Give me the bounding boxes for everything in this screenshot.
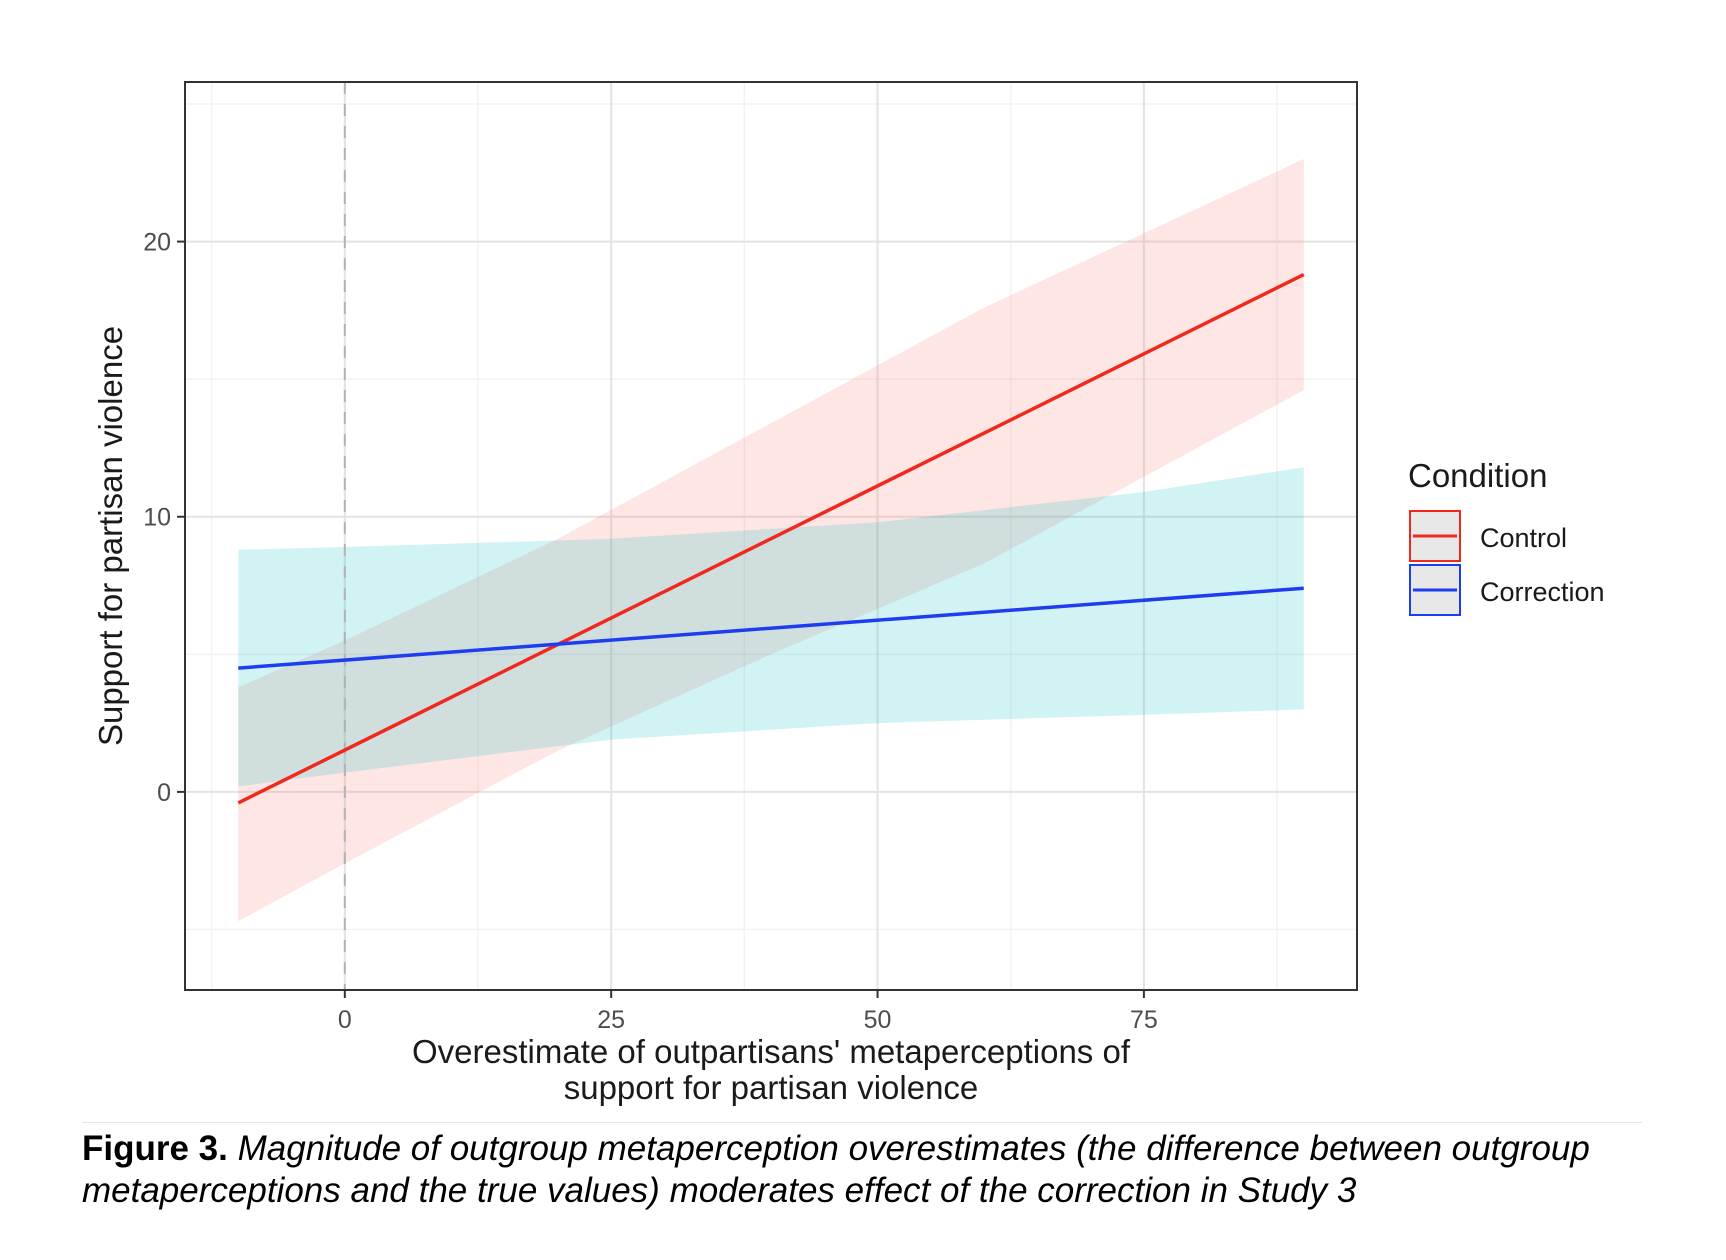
- y-axis-ticks: 0 10 20: [143, 229, 185, 807]
- grid-minor: [185, 82, 1357, 990]
- x-axis-label-line1: Overestimate of outpartisans' metapercep…: [412, 1033, 1131, 1070]
- y-tick-label: 20: [143, 229, 171, 257]
- y-axis-label: Support for partisan violence: [92, 326, 129, 746]
- plot-panel: [185, 82, 1357, 990]
- series-line-control: [237, 273, 1305, 805]
- legend-key-control: Control: [1409, 510, 1567, 562]
- legend-label-correction: Correction: [1480, 577, 1605, 607]
- plot-border: [184, 81, 1358, 991]
- figure-caption: Figure 3. Magnitude of outgroup metaperc…: [82, 1128, 1662, 1212]
- chart: 0 25 50 75 0 10 20 Overestimate of outpartisa…: [92, 81, 1605, 1106]
- caption-text-line1: Magnitude of outgroup metaperception ove…: [237, 1129, 1590, 1168]
- figure-label: Figure 3.: [82, 1129, 228, 1168]
- series-line-correction: [238, 586, 1304, 670]
- x-axis-label-line2: support for partisan violence: [564, 1069, 979, 1106]
- x-axis-ticks: 0 25 50 75: [338, 990, 1158, 1034]
- caption-text-line2: metaperceptions and the true values) mod…: [82, 1171, 1357, 1210]
- legend: Condition Control Correction: [1408, 457, 1605, 616]
- legend-title: Condition: [1408, 457, 1547, 494]
- x-tick-label: 75: [1130, 1006, 1158, 1034]
- x-tick-label: 0: [338, 1006, 352, 1034]
- series-lines: [237, 273, 1305, 805]
- y-tick-label: 10: [143, 504, 171, 532]
- caption-divider: [82, 1122, 1642, 1123]
- legend-label-control: Control: [1480, 523, 1567, 553]
- legend-key-correction: Correction: [1409, 564, 1605, 616]
- x-tick-label: 25: [597, 1006, 625, 1034]
- x-tick-label: 50: [864, 1006, 892, 1034]
- y-tick-label: 0: [157, 779, 171, 807]
